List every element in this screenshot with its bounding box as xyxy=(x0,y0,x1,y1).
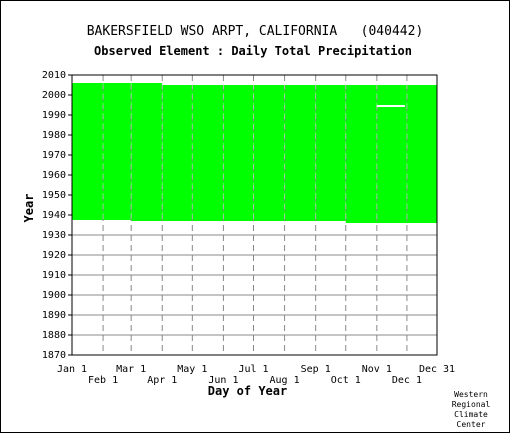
y-tick-label: 1930 xyxy=(42,230,66,241)
credit-line: Climate xyxy=(454,410,488,419)
x-tick-label: Oct 1 xyxy=(331,375,361,386)
x-tick-label: Jul 1 xyxy=(238,364,268,375)
y-tick-label: 1870 xyxy=(42,350,66,361)
x-tick-label: Sep 1 xyxy=(301,364,331,375)
x-tick-label: Apr 1 xyxy=(147,375,177,386)
chart-title: BAKERSFIELD WSO ARPT, CALIFORNIA (040442… xyxy=(86,24,424,39)
y-tick-label: 1970 xyxy=(42,150,66,161)
credit-line: Center xyxy=(456,420,486,429)
y-tick-label: 2000 xyxy=(42,90,66,101)
y-tick-label: 1890 xyxy=(42,310,66,321)
coverage-block xyxy=(72,83,132,220)
chart-subtitle: Observed Element : Daily Total Precipita… xyxy=(94,44,412,58)
wrcc-credit: Western Regional Climate Center xyxy=(446,390,496,430)
x-tick-label: Aug 1 xyxy=(270,375,300,386)
y-tick-label: 1960 xyxy=(42,170,66,181)
x-tick-label: Dec 1 xyxy=(392,375,422,386)
coverage-layer xyxy=(72,83,437,223)
x-tick-label: Mar 1 xyxy=(116,364,146,375)
coverage-block xyxy=(315,85,346,221)
x-tick-label: Jun 1 xyxy=(208,375,238,386)
x-tick-label: Jan 1 xyxy=(57,364,87,375)
y-tick-label: 1880 xyxy=(42,330,66,341)
x-tick-label: May 1 xyxy=(177,364,207,375)
y-tick-label: 1940 xyxy=(42,210,66,221)
credit-line: Western xyxy=(454,390,488,399)
y-tick-label: 1920 xyxy=(42,250,66,261)
x-tick-label: Dec 31 xyxy=(419,364,455,375)
y-tick-label: 1950 xyxy=(42,190,66,201)
y-axis-title: Year xyxy=(22,194,36,223)
x-axis-title: Day of Year xyxy=(208,384,287,398)
tick-layer: 1870 1880 1890 1900 1910 1920 1930 1940 1950 1960… xyxy=(42,70,455,386)
x-tick-label: Nov 1 xyxy=(362,364,392,375)
coverage-block xyxy=(345,85,437,223)
coverage-block xyxy=(131,83,163,221)
y-tick-label: 1980 xyxy=(42,130,66,141)
x-tick-label: Feb 1 xyxy=(88,375,118,386)
credit-line: Regional xyxy=(451,400,491,409)
y-tick-label: 2010 xyxy=(42,70,66,81)
grid-layer xyxy=(72,75,437,355)
y-tick-label: 1910 xyxy=(42,270,66,281)
y-tick-label: 1900 xyxy=(42,290,66,301)
coverage-block xyxy=(162,85,316,221)
y-tick-label: 1990 xyxy=(42,110,66,121)
